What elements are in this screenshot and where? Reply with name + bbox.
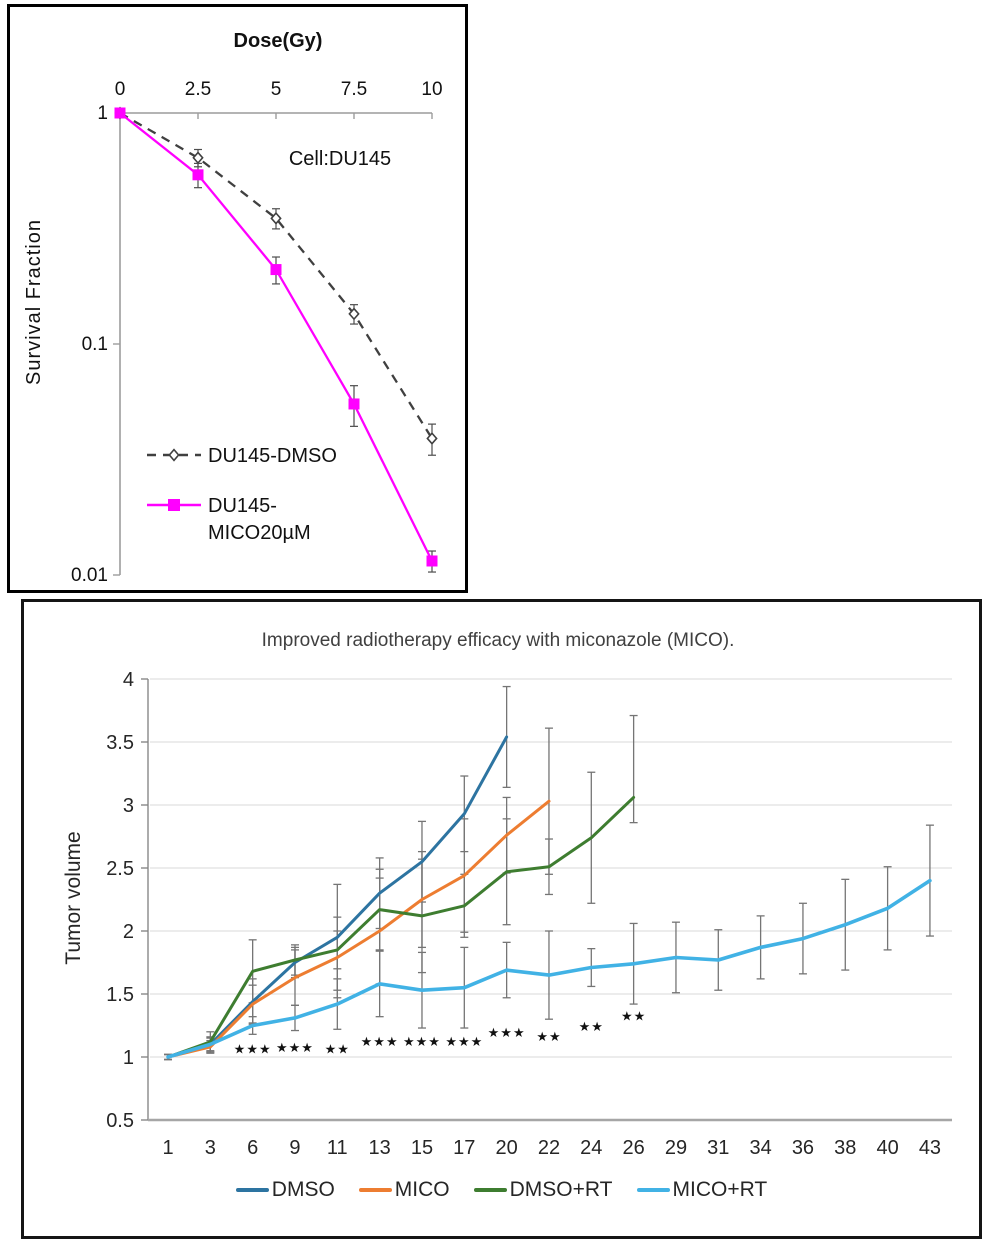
y-tick-label: 0.5: [106, 1110, 134, 1132]
square-marker-icon: [114, 107, 126, 119]
legend-mico-square-icon: [168, 499, 180, 511]
chart2-y-axis-label: Tumor volume: [62, 831, 85, 964]
y-tick-label: 3.5: [106, 732, 134, 754]
x-tick-label: 1: [162, 1137, 173, 1159]
MICO-line: [166, 799, 551, 1059]
legend-dmso-label: DU145-DMSO: [208, 445, 337, 467]
x-tick-label: 31: [707, 1137, 729, 1159]
DMSO+RT-line: [166, 795, 636, 1059]
y-tick-label: 1: [123, 1047, 134, 1069]
x-tick-label: 22: [538, 1137, 560, 1159]
y-tick-label: 2.5: [106, 858, 134, 880]
survival-fraction-chart: 0 2.5 5 7.5 10 1 0.1 0.01 Dose(Gy) Cell:DU145 S…: [23, 30, 443, 586]
x-tick-label: 0: [115, 79, 126, 100]
x-tick-label: 2.5: [185, 79, 211, 100]
significance-stars: ★★★: [361, 1035, 399, 1050]
x-tick-label: 26: [623, 1137, 645, 1159]
chart2-title: Improved radiotherapy efficacy with mico…: [262, 630, 735, 651]
dmso-rt-swatch-icon: [473, 1188, 507, 1192]
legend-mico-label-line1: DU145-: [208, 495, 277, 517]
y-tick-label: 0.01: [71, 565, 108, 586]
cell-line-annotation: Cell:DU145: [289, 148, 391, 170]
significance-stars: ★★: [621, 1010, 646, 1025]
significance-stars: ★★★: [488, 1026, 526, 1041]
y-tick-label: 1.5: [106, 984, 134, 1006]
x-tick-label: 38: [834, 1137, 856, 1159]
x-tick-label: 17: [453, 1137, 475, 1159]
chart1-generated-plot: 0 2.5 5 7.5 10 1 0.1 0.01: [71, 79, 443, 586]
tumor-chart-legend: DMSO MICO DMSO+RT MICO+RT: [24, 1178, 979, 1202]
y-tick-label: 4: [123, 669, 134, 691]
x-tick-label: 11: [327, 1137, 348, 1159]
significance-stars: ★★: [325, 1042, 350, 1057]
mico-rt-swatch-icon: [636, 1188, 670, 1192]
x-tick-label: 7.5: [341, 79, 367, 100]
chart1-y-axis-label: Survival Fraction: [23, 219, 45, 385]
legend-dmso-diamond-icon: [168, 448, 180, 462]
x-tick-label: 24: [580, 1137, 602, 1159]
square-marker-icon: [192, 169, 204, 181]
x-tick-label: 40: [876, 1137, 898, 1159]
diamond-marker-icon: [270, 211, 282, 225]
x-tick-label: 20: [496, 1137, 518, 1159]
significance-stars: ★★: [579, 1020, 604, 1035]
clonogenic-survival-panel: 0 2.5 5 7.5 10 1 0.1 0.01 Dose(Gy) Cell:DU145 S…: [7, 4, 468, 593]
x-tick-label: 10: [421, 79, 442, 100]
chart1-legend: DU145-DMSO DU145- MICO20µM: [147, 445, 337, 544]
significance-stars: ★★: [536, 1030, 561, 1045]
DMSO-line: [166, 735, 509, 1059]
square-marker-icon: [270, 264, 282, 276]
mico-swatch-icon: [358, 1188, 392, 1192]
chart1-title: Dose(Gy): [234, 30, 323, 52]
legend-item-mico: MICO: [358, 1178, 450, 1202]
series-DU145-MICO20µM: [114, 107, 438, 573]
legend-item-dmso: DMSO: [235, 1178, 335, 1202]
chart2-y-axis: [141, 678, 149, 1121]
y-tick-label: 2: [123, 921, 134, 943]
tumor-volume-chart: 43.532.521.510.51 3 6 9 11 13 15 17 20 22 24 26 29 31…: [62, 630, 952, 1159]
x-tick-label: 5: [271, 79, 282, 100]
legend-item-dmso-rt: DMSO+RT: [473, 1178, 613, 1202]
x-tick-label: 36: [792, 1137, 814, 1159]
significance-stars: ★★★: [403, 1035, 441, 1050]
square-marker-icon: [348, 398, 360, 410]
diamond-marker-icon: [348, 307, 360, 321]
y-tick-label: 1: [97, 103, 108, 124]
y-tick-label: 0.1: [82, 334, 108, 355]
DU145-MICO20µM-line: [119, 112, 434, 562]
MICO+RT-line: [166, 878, 932, 1059]
chart2-generated-plot: 43.532.521.510.51 3 6 9 11 13 15 17 20 22 24 26 29 31…: [106, 669, 952, 1159]
dmso-swatch-icon: [235, 1188, 269, 1192]
significance-stars: ★★★: [276, 1041, 314, 1056]
diamond-marker-icon: [192, 151, 204, 165]
significance-stars: ★★★: [234, 1042, 272, 1057]
x-tick-label: 29: [665, 1137, 687, 1159]
x-tick-label: 6: [247, 1137, 258, 1159]
x-tick-label: 9: [289, 1137, 300, 1159]
x-tick-label: 34: [749, 1137, 771, 1159]
square-marker-icon: [426, 555, 438, 567]
tumor-volume-panel: 4 3.5 3 2.5 2 1.5 1 0.5 1 3 6 9 11 13 15 17 20 22 24 26 29 31…: [21, 599, 982, 1239]
diamond-marker-icon: [426, 432, 438, 445]
significance-stars: ★★★: [445, 1035, 483, 1050]
legend-item-mico-rt: MICO+RT: [636, 1178, 767, 1202]
legend-mico-label-line2: MICO20µM: [208, 522, 311, 544]
x-tick-label: 15: [411, 1137, 433, 1159]
chart2-gridlines: [150, 678, 952, 1058]
y-tick-label: 3: [123, 795, 134, 817]
x-tick-label: 3: [205, 1137, 216, 1159]
x-tick-label: 43: [919, 1137, 941, 1159]
x-tick-label: 13: [369, 1137, 391, 1159]
